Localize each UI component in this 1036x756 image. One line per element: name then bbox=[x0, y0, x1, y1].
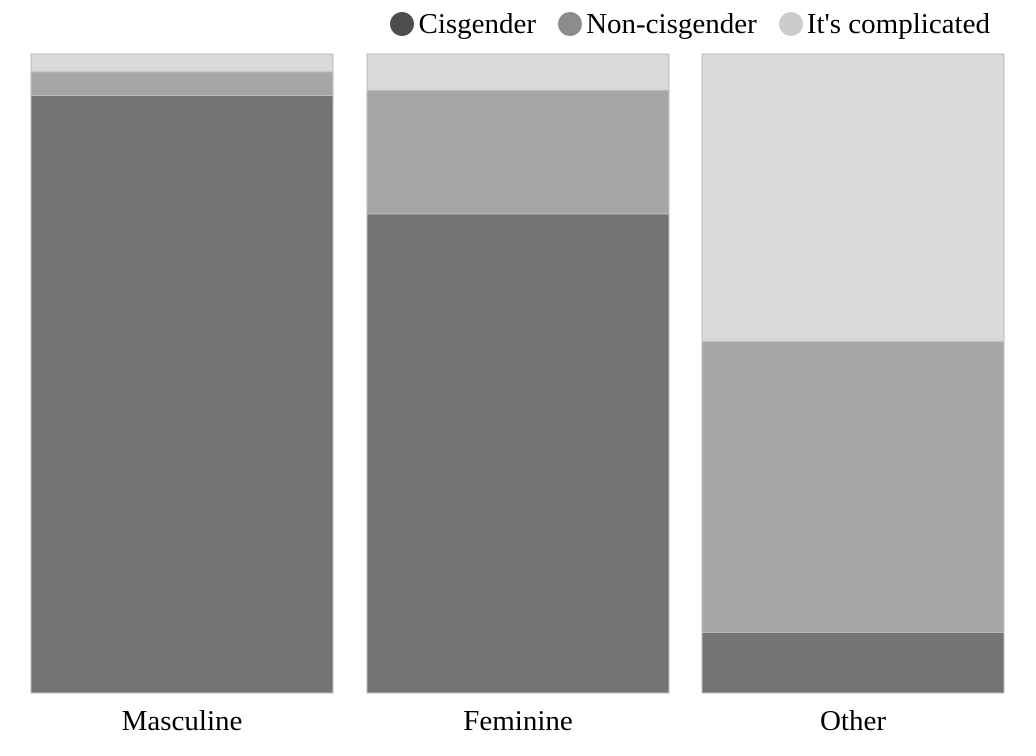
bar-feminine-it-s-complicated[interactable] bbox=[366, 53, 670, 91]
x-tick-label-other: Other bbox=[820, 705, 886, 737]
legend-swatch-its-complicated bbox=[778, 12, 803, 36]
bar-masculine-it-s-complicated[interactable] bbox=[30, 53, 334, 73]
legend-label-non-cisgender: Non-cisgender bbox=[586, 8, 757, 40]
bar-other-cisgender[interactable] bbox=[701, 631, 1005, 694]
bar-feminine-non-cisgender[interactable] bbox=[366, 89, 670, 215]
x-tick-label-masculine: Masculine bbox=[122, 705, 243, 737]
bar-other-it-s-complicated[interactable] bbox=[701, 53, 1005, 343]
legend-swatch-non-cisgender bbox=[558, 12, 583, 36]
legend-item-cisgender[interactable]: Cisgender bbox=[390, 6, 536, 42]
bar-other-non-cisgender[interactable] bbox=[701, 341, 1005, 633]
legend-label-its-complicated: It's complicated bbox=[806, 8, 990, 40]
legend-swatch-cisgender bbox=[390, 12, 415, 36]
x-tick-label-feminine: Feminine bbox=[463, 705, 573, 737]
legend-item-non-cisgender[interactable]: Non-cisgender bbox=[558, 6, 757, 42]
bar-feminine-cisgender[interactable] bbox=[366, 213, 670, 694]
bar-masculine-non-cisgender[interactable] bbox=[30, 71, 334, 97]
legend: Cisgender Non-cisgender It's complicated bbox=[390, 6, 990, 42]
legend-label-cisgender: Cisgender bbox=[418, 8, 537, 40]
bar-masculine-cisgender[interactable] bbox=[30, 95, 334, 694]
legend-item-its-complicated[interactable]: It's complicated bbox=[778, 6, 990, 42]
